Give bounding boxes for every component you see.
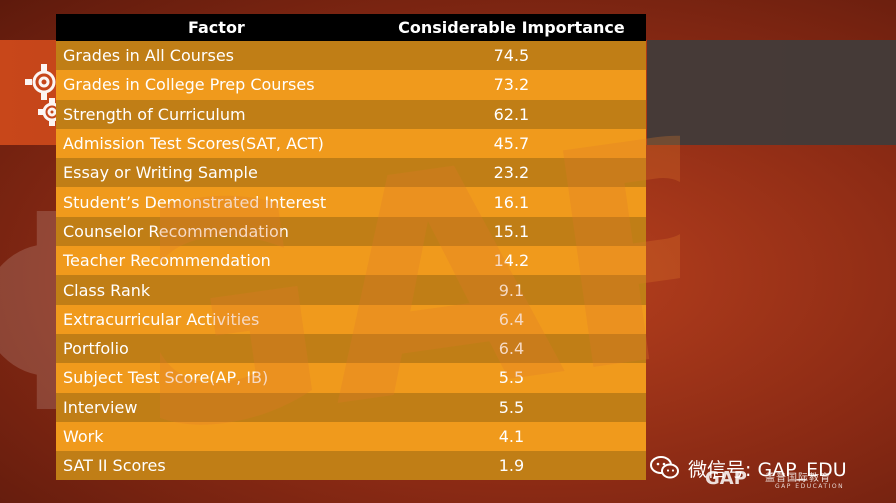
factor-cell: Admission Test Scores(SAT, ACT) <box>56 128 377 159</box>
table-row: Work 4.1 <box>56 421 646 452</box>
factor-cell: Essay or Writing Sample <box>56 158 377 188</box>
importance-cell: 6.4 <box>376 333 646 364</box>
table-row: Interview 5.5 <box>56 392 646 422</box>
importance-cell: 45.7 <box>376 128 646 159</box>
factor-cell: SAT II Scores <box>56 451 377 481</box>
importance-cell: 5.5 <box>376 363 646 393</box>
importance-cell: 4.1 <box>376 421 646 452</box>
table-row: Extracurricular Activities 6.4 <box>56 304 646 334</box>
importance-cell: 16.1 <box>376 187 646 217</box>
table-row: Portfolio 6.4 <box>56 333 646 364</box>
table-header-row: Factor Considerable Importance <box>56 14 646 41</box>
importance-cell: 9.1 <box>376 275 646 305</box>
importance-cell: 5.5 <box>376 392 646 422</box>
importance-cell: 62.1 <box>376 99 646 129</box>
table-row: Strength of Curriculum 62.1 <box>56 99 646 129</box>
factor-cell: Class Rank <box>56 275 377 305</box>
factor-cell: Work <box>56 421 377 452</box>
top-band-dark <box>647 40 896 145</box>
logo-chinese: 盖普国际教育 <box>765 473 831 484</box>
factor-cell: Student’s Demonstrated Interest <box>56 187 377 217</box>
table-row: Student’s Demonstrated Interest 16.1 <box>56 187 646 217</box>
factor-cell: Teacher Recommendation <box>56 246 377 276</box>
table-row: Teacher Recommendation 14.2 <box>56 246 646 276</box>
factor-cell: Grades in All Courses <box>56 41 377 71</box>
table-row: Counselor Recommendation 15.1 <box>56 216 646 247</box>
factor-cell: Interview <box>56 392 377 422</box>
table-row: Subject Test Score(AP, IB) 5.5 <box>56 363 646 393</box>
factor-cell: Grades in College Prep Courses <box>56 70 377 100</box>
importance-cell: 73.2 <box>376 70 646 100</box>
column-header-importance: Considerable Importance <box>376 14 646 41</box>
table-row: Grades in All Courses 74.5 <box>56 41 646 71</box>
importance-cell: 14.2 <box>376 246 646 276</box>
factor-cell: Portfolio <box>56 333 377 364</box>
importance-cell: 23.2 <box>376 158 646 188</box>
factor-cell: Counselor Recommendation <box>56 216 377 247</box>
column-header-factor: Factor <box>56 14 377 41</box>
table-body: Grades in All Courses 74.5 Grades in Colle… <box>56 41 646 481</box>
importance-cell: 74.5 <box>376 41 646 71</box>
table-row: Essay or Writing Sample 23.2 <box>56 158 646 188</box>
table-row: Grades in College Prep Courses 73.2 <box>56 70 646 100</box>
wechat-label: 微信号: GAP_EDU <box>650 448 890 488</box>
wechat-id: 微信号: GAP_EDU <box>688 458 847 481</box>
factors-table: Factor Considerable Importance Grades in… <box>56 14 646 481</box>
importance-cell: 6.4 <box>376 304 646 334</box>
factor-cell: Subject Test Score(AP, IB) <box>56 363 377 393</box>
logo-brand: GAP <box>705 468 747 489</box>
table-row: SAT II Scores 1.9 <box>56 451 646 481</box>
table-row: Class Rank 9.1 <box>56 275 646 305</box>
factor-cell: Strength of Curriculum <box>56 99 377 129</box>
logo-english: GAP EDUCATION <box>775 483 845 490</box>
wechat-icon <box>650 456 679 479</box>
importance-cell: 15.1 <box>376 216 646 247</box>
factor-cell: Extracurricular Activities <box>56 304 377 334</box>
table-row: Admission Test Scores(SAT, ACT) 45.7 <box>56 128 646 159</box>
importance-cell: 1.9 <box>376 451 646 481</box>
